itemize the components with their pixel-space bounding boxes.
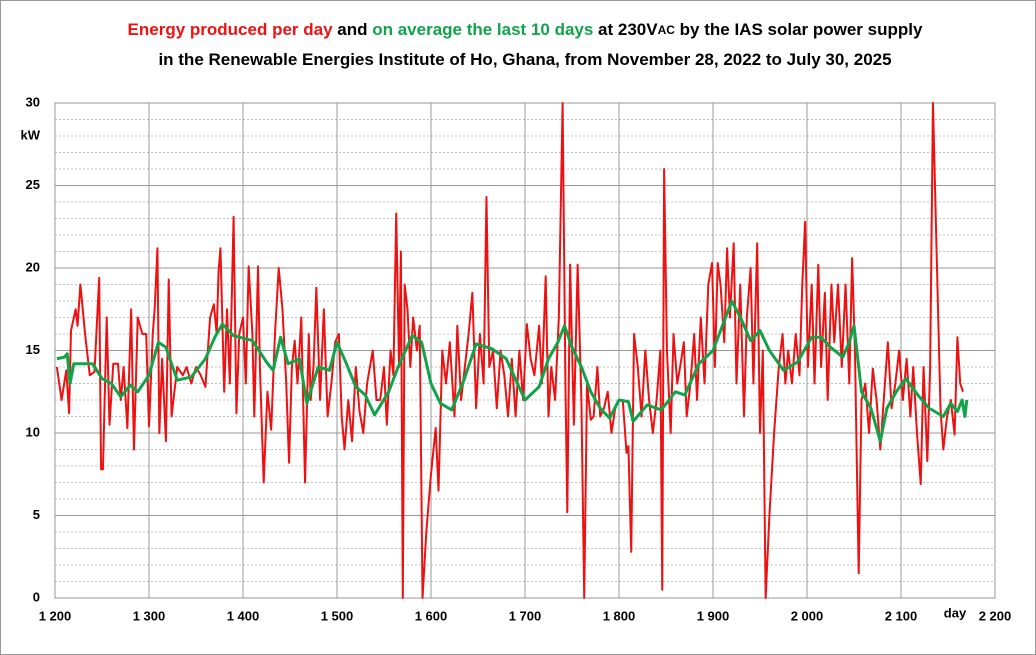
title-part: Energy produced per day	[128, 20, 334, 39]
series-line	[56, 299, 969, 443]
x-tick-label: 1 900	[697, 608, 730, 623]
title-part: by the IAS solar power supply	[675, 20, 923, 39]
title-part: and	[333, 20, 373, 39]
title-part: at 230V	[593, 20, 658, 39]
title-part: AC	[658, 23, 676, 37]
x-tick-label: 1 600	[415, 608, 448, 623]
x-axis-label: day	[944, 605, 967, 620]
y-tick-label: 0	[33, 589, 40, 604]
y-axis-label: kW	[21, 127, 41, 142]
x-tick-label: 1 800	[603, 608, 636, 623]
x-tick-label: 2 200	[979, 608, 1012, 623]
title-part: in the Renewable Energies Institute of H…	[158, 50, 891, 69]
y-tick-label: 20	[26, 259, 40, 274]
chart-title: Energy produced per day and on average t…	[128, 20, 923, 39]
x-tick-label: 1 700	[509, 608, 542, 623]
chart-title: in the Renewable Energies Institute of H…	[158, 50, 891, 69]
series-line	[55, 102, 964, 599]
x-tick-label: 1 400	[227, 608, 260, 623]
title-part: on average the last 10 days	[372, 20, 593, 39]
y-tick-label: 5	[33, 507, 40, 522]
x-tick-label: 1 500	[321, 608, 354, 623]
x-tick-label: 1 200	[39, 608, 72, 623]
x-tick-label: 2 000	[791, 608, 824, 623]
y-tick-label: 30	[26, 94, 40, 109]
x-tick-label: 1 300	[133, 608, 166, 623]
y-tick-label: 10	[26, 424, 40, 439]
x-tick-label: 2 100	[885, 608, 918, 623]
y-tick-label: 25	[26, 177, 40, 192]
y-tick-label: 15	[26, 342, 40, 357]
